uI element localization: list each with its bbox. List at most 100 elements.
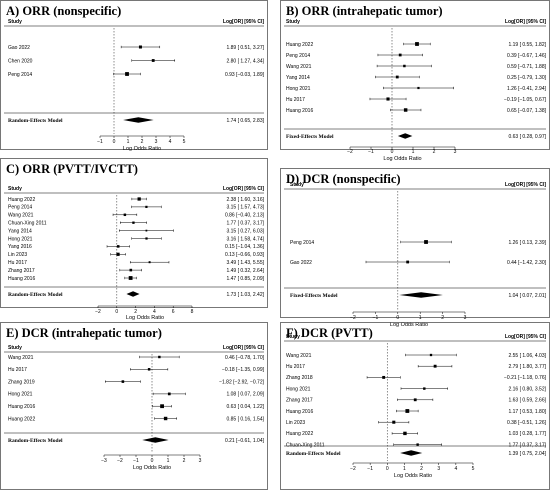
- study-estimate-text: 0.39 [−0.67, 1.46]: [507, 53, 547, 59]
- study-point-estimate: [392, 420, 396, 424]
- pooled-estimate-diamond: [126, 291, 140, 297]
- forest-panel-d-dcr-nonspecific: D) DCR (nonspecific)Study Log[OR] [95% CI…: [280, 168, 550, 328]
- study-point-estimate: [423, 387, 426, 390]
- x-tick-label: −1: [133, 458, 139, 464]
- estimate-column-header: Log[OR] [95% CI]: [223, 19, 264, 25]
- study-label: Gao 2022: [290, 260, 312, 266]
- study-estimate-text: 1.26 [−0.41, 2.94]: [507, 86, 547, 92]
- x-tick-label: 2: [134, 309, 137, 315]
- x-tick-label: −1: [367, 466, 373, 472]
- x-tick-label: −2: [350, 315, 356, 321]
- study-point-estimate: [138, 45, 142, 49]
- study-point-estimate: [158, 355, 161, 359]
- study-point-estimate: [167, 392, 171, 396]
- x-tick-label: −3: [101, 458, 107, 464]
- study-label: Wang 2021: [8, 355, 34, 361]
- study-estimate-text: 1.26 [ 0.13, 2.39]: [508, 240, 546, 246]
- study-estimate-text: 2.38 [ 1.60, 3.16]: [226, 197, 264, 203]
- study-point-estimate: [433, 364, 437, 368]
- x-tick-label: 0: [115, 309, 118, 315]
- study-estimate-text: 0.13 [−0.66, 0.93]: [225, 252, 265, 258]
- pooled-model-label: Random-Effects Model: [286, 451, 341, 457]
- x-tick-label: 3: [155, 139, 158, 145]
- study-estimate-text: 1.47 [ 0.85, 2.09]: [226, 276, 264, 282]
- x-tick-label: 0: [396, 315, 399, 321]
- study-label: Zhang 2017: [8, 268, 35, 274]
- study-label: Huang 2022: [286, 431, 313, 437]
- study-point-estimate: [125, 72, 129, 76]
- x-tick-label: 4: [153, 309, 156, 315]
- study-label: Chuan-Xing 2011: [286, 442, 325, 448]
- x-tick-label: 3: [454, 149, 457, 155]
- study-estimate-text: 0.65 [−0.07, 1.38]: [507, 108, 547, 114]
- study-estimate-text: 1.63 [ 0.59, 2.66]: [508, 398, 546, 404]
- x-tick-label: 0: [386, 466, 389, 472]
- study-estimate-text: 1.77 [ 0.37, 3.17]: [226, 221, 264, 227]
- study-label: Chen 2020: [8, 58, 33, 64]
- study-point-estimate: [417, 86, 420, 90]
- estimate-column-header: Log[OR] [95% CI]: [223, 345, 264, 351]
- pooled-estimate-text: 1.74 [ 0.65, 2.83]: [226, 118, 264, 124]
- x-tick-label: 1: [127, 139, 130, 145]
- pooled-model-label: Random-Effects Model: [8, 438, 63, 444]
- study-estimate-text: 1.49 [ 0.32, 2.64]: [226, 268, 264, 274]
- study-point-estimate: [398, 53, 402, 57]
- x-tick-label: 6: [172, 309, 175, 315]
- estimate-column-header: Log[OR] [95% CI]: [505, 182, 546, 188]
- x-tick-label: 3: [464, 315, 467, 321]
- study-point-estimate: [403, 108, 408, 112]
- study-point-estimate: [147, 368, 151, 371]
- study-estimate-text: 2.80 [ 1.27, 4.34]: [226, 58, 264, 64]
- study-label: Zhang 2019: [8, 379, 35, 385]
- pooled-estimate-text: 1.73 [ 1.03, 2.42]: [226, 292, 264, 298]
- study-point-estimate: [386, 97, 390, 101]
- x-tick-label: 2: [433, 149, 436, 155]
- study-column-header: Study: [286, 19, 300, 25]
- study-estimate-text: 0.38 [−0.51, 1.26]: [507, 420, 547, 426]
- study-label: Peng 2014: [286, 53, 310, 59]
- study-point-estimate: [137, 197, 141, 201]
- x-axis-title: Log Odds Ratio: [123, 146, 161, 152]
- study-label: Zhang 2017: [286, 398, 313, 404]
- pooled-estimate-text: 1.04 [ 0.07, 2.01]: [508, 293, 546, 299]
- study-label: Wang 2021: [8, 213, 34, 219]
- x-tick-label: −1: [373, 315, 379, 321]
- x-tick-label: 5: [472, 466, 475, 472]
- study-estimate-text: 2.79 [ 1.80, 3.77]: [508, 364, 546, 370]
- study-label: Huang 2016: [8, 404, 35, 410]
- study-point-estimate: [163, 416, 168, 421]
- x-tick-label: 1: [412, 149, 415, 155]
- panel-title: D) DCR (nonspecific): [286, 172, 401, 186]
- estimate-column-header: Log[OR] [95% CI]: [505, 19, 546, 25]
- study-point-estimate: [116, 245, 120, 248]
- panel-border: [0, 0, 268, 150]
- study-estimate-text: 1.08 [ 0.07, 2.09]: [226, 392, 264, 398]
- pooled-estimate-text: 0.63 [ 0.28, 0.97]: [508, 134, 546, 140]
- study-point-estimate: [116, 252, 120, 256]
- study-point-estimate: [148, 261, 151, 264]
- estimate-column-header: Log[OR] [95% CI]: [505, 334, 546, 340]
- x-tick-label: −1: [368, 149, 374, 155]
- study-estimate-text: 0.25 [−0.79, 1.30]: [507, 75, 547, 81]
- study-estimate-text: 1.77 [ 0.37, 3.17]: [508, 442, 546, 448]
- study-point-estimate: [395, 75, 399, 79]
- pooled-estimate-diamond: [123, 117, 154, 123]
- study-point-estimate: [405, 409, 410, 413]
- panel-title: B) ORR (intrahepatic tumor): [286, 4, 443, 18]
- x-tick-label: 2: [441, 315, 444, 321]
- x-tick-label: −1: [97, 139, 103, 145]
- study-point-estimate: [145, 229, 148, 232]
- study-estimate-text: 2.55 [ 1.06, 4.03]: [508, 353, 546, 359]
- study-label: Lin 2023: [286, 420, 305, 426]
- x-tick-label: 1: [167, 458, 170, 464]
- study-estimate-text: −0.18 [−1.35, 0.99]: [222, 367, 265, 373]
- study-estimate-text: 3.15 [ 1.57, 4.73]: [226, 205, 264, 211]
- study-label: Hu 2017: [286, 364, 305, 370]
- study-point-estimate: [129, 268, 133, 272]
- x-tick-label: −2: [347, 149, 353, 155]
- study-estimate-text: 1.17 [ 0.53, 1.80]: [508, 409, 546, 415]
- study-estimate-text: −1.82 [−2.92, −0.72]: [219, 379, 265, 385]
- study-label: Zhang 2018: [286, 375, 313, 381]
- study-estimate-text: 0.85 [ 0.16, 1.54]: [226, 416, 264, 422]
- study-label: Huang 2016: [8, 276, 35, 282]
